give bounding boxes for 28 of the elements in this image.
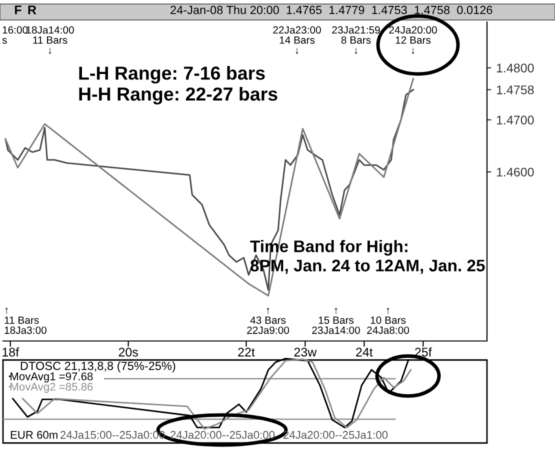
annotation: ↑ 10 Bars 24Ja8:00 [367, 308, 410, 334]
legend-label: MovAvg2 =85.86 [10, 382, 93, 393]
annotation: 22Ja23:00 14 Bars ↓ [273, 26, 321, 54]
annotation: ↑ 15 Bars 23Ja14:00 [312, 308, 360, 334]
text: F [15, 6, 22, 14]
text: 24Ja20:00--25Ja0:00 [170, 430, 275, 439]
annotation: 23Ja21:59 8 Bars ↓ [332, 26, 380, 54]
y-tick-label: 1.4800 [496, 64, 534, 72]
annotation: ↑ 43 Bars 22Ja9:00 [247, 308, 290, 334]
x-tick-label: 22t [238, 348, 255, 357]
text: 24-Jan-08 Thu 20:00 1.4765 1.4779 1.4753 1.4758 0.0126 [170, 6, 492, 14]
chart-title: DTOSC 21,13,8,8 (75%-25%) [20, 361, 176, 372]
annotation: 24Ja20:00 12 Bars ↓ [389, 26, 437, 54]
y-tick-label: 1.4758 [496, 85, 534, 94]
y-tick-label: 1.4700 [496, 116, 534, 124]
x-tick-label: 18f [2, 347, 20, 357]
annotation: ↑ 11 Bars 18Ja3:00 [4, 308, 46, 334]
annotation: 18Ja14:00 11 Bars ↓ [26, 26, 74, 54]
y-tick-label: 1.4600 [496, 168, 534, 177]
text: R [28, 6, 36, 14]
text: 24Ja20:00--25Ja1:00 [284, 430, 388, 439]
x-tick-label: 23w [294, 348, 317, 357]
annotation: L-H Range: 7-16 bars H-H Range: 22-27 bars [79, 66, 278, 105]
text: EUR 60m [10, 430, 58, 439]
x-tick-label: 20s [118, 348, 138, 357]
legend-label: MovAvg1 =97.68 [10, 372, 93, 383]
annotation: 16:00 s [2, 26, 28, 44]
x-tick-label: 24t [356, 348, 373, 357]
